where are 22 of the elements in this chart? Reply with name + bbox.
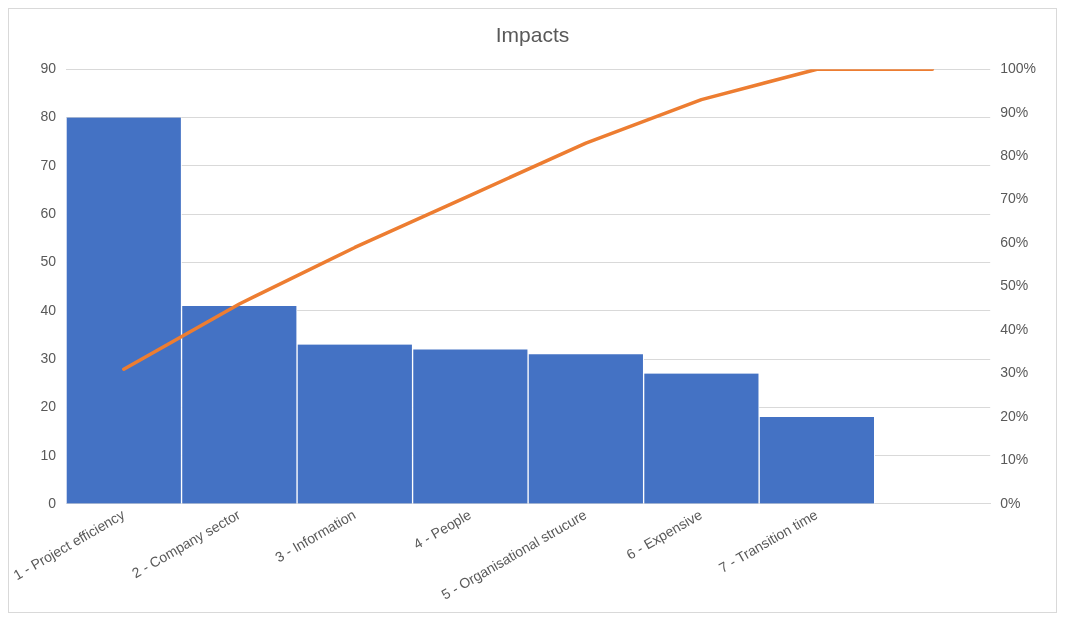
y2-tick-label: 50% [1000, 277, 1029, 294]
y2-tick-label: 10% [1000, 451, 1029, 468]
y-tick-label: 90 [40, 60, 57, 77]
y2-tick-label: 0% [1000, 494, 1021, 511]
chart-title: Impacts [495, 23, 570, 47]
y2-tick-label: 70% [1000, 190, 1029, 207]
y2-tick-label: 90% [1000, 103, 1029, 120]
y2-tick-label: 20% [1000, 407, 1029, 424]
y2-tick-label: 60% [1000, 233, 1029, 250]
y-tick-label: 70 [40, 156, 57, 173]
y2-tick-label: 40% [1000, 320, 1029, 337]
y-tick-label: 50 [40, 253, 57, 270]
y2-tick-label: 30% [1000, 364, 1029, 381]
y-tick-label: 80 [40, 108, 57, 125]
y-tick-label: 60 [40, 204, 57, 221]
y2-tick-label: 80% [1000, 147, 1029, 164]
y2-tick-label: 100% [1000, 60, 1037, 77]
y-tick-label: 0 [48, 494, 57, 511]
y-tick-label: 40 [40, 301, 57, 318]
y-tick-label: 20 [40, 398, 57, 415]
y-tick-label: 10 [40, 446, 57, 463]
y-tick-label: 30 [40, 349, 57, 366]
